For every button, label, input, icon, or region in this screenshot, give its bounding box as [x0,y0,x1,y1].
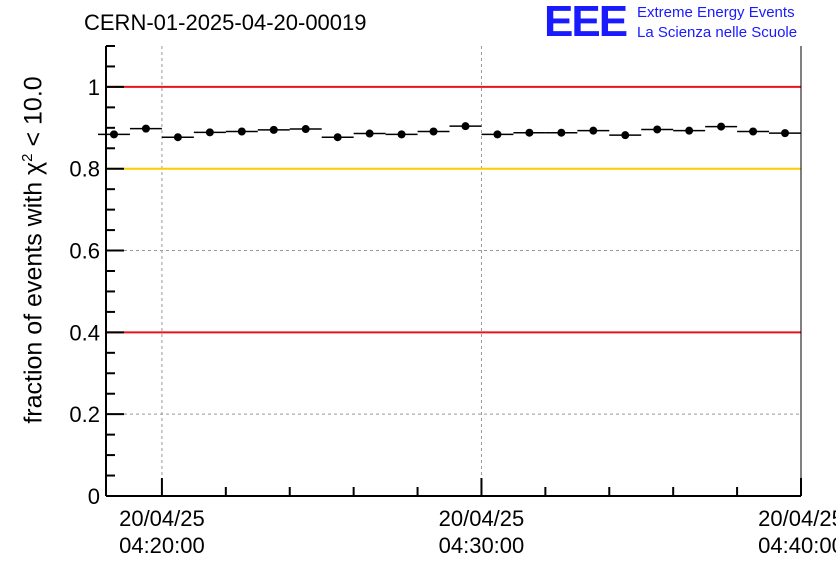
data-point [237,127,246,136]
data-point [749,127,758,136]
axes [105,46,802,497]
logo-text-line1: Extreme Energy Events [637,4,795,21]
y-tick-label: 0.2 [69,402,100,427]
data-point [781,129,790,138]
chart-title: CERN-01-2025-04-20-00019 [84,10,367,35]
data-point [717,122,726,131]
y-axis-label-suffix: < 10.0 [19,76,48,154]
data-point [109,130,118,139]
x-tick-time-label: 04:30:00 [439,533,525,558]
y-tick-label: 0.6 [69,239,100,264]
data-point [621,131,630,140]
logo-mark: EEE [544,0,628,46]
x-tick-date-label: 20/04/25 [439,506,525,531]
y-tick-label: 0.8 [69,157,100,182]
data-point [525,128,534,137]
reference-lines [106,85,801,334]
data-point [557,128,566,137]
y-tick-label: 0.4 [69,320,100,345]
data-point [397,130,406,139]
y-axis-label: fraction of events with χ2 < 10.0 [19,76,49,424]
data-point [653,125,662,134]
y-axis-label-superscript: 2 [19,153,37,162]
y-axis-label-prefix: fraction of events with χ [19,161,48,424]
x-tick-date-label: 20/04/25 [758,506,836,531]
data-point [333,133,342,142]
data-point [173,133,182,142]
x-tick-time-label: 04:40:00 [758,533,836,558]
data-point [269,125,278,134]
logo-text-line2: La Scienza nelle Scuole [637,24,798,41]
axis-ticks [106,45,802,497]
data-point [461,122,470,131]
data-point [141,124,150,133]
data-points [98,122,801,142]
data-point [685,126,694,135]
x-tick-time-label: 04:20:00 [119,533,205,558]
data-point [205,128,214,137]
grid-lines [106,46,801,496]
y-tick-label: 0 [88,484,100,509]
tick-labels: 00.20.40.60.8120/04/2504:20:0020/04/2504… [69,75,836,558]
data-point [301,125,310,134]
x-tick-date-label: 20/04/25 [119,506,205,531]
data-point [589,126,598,135]
data-point [365,129,374,138]
data-point [429,127,438,136]
y-tick-label: 1 [88,75,100,100]
data-point [493,130,502,139]
